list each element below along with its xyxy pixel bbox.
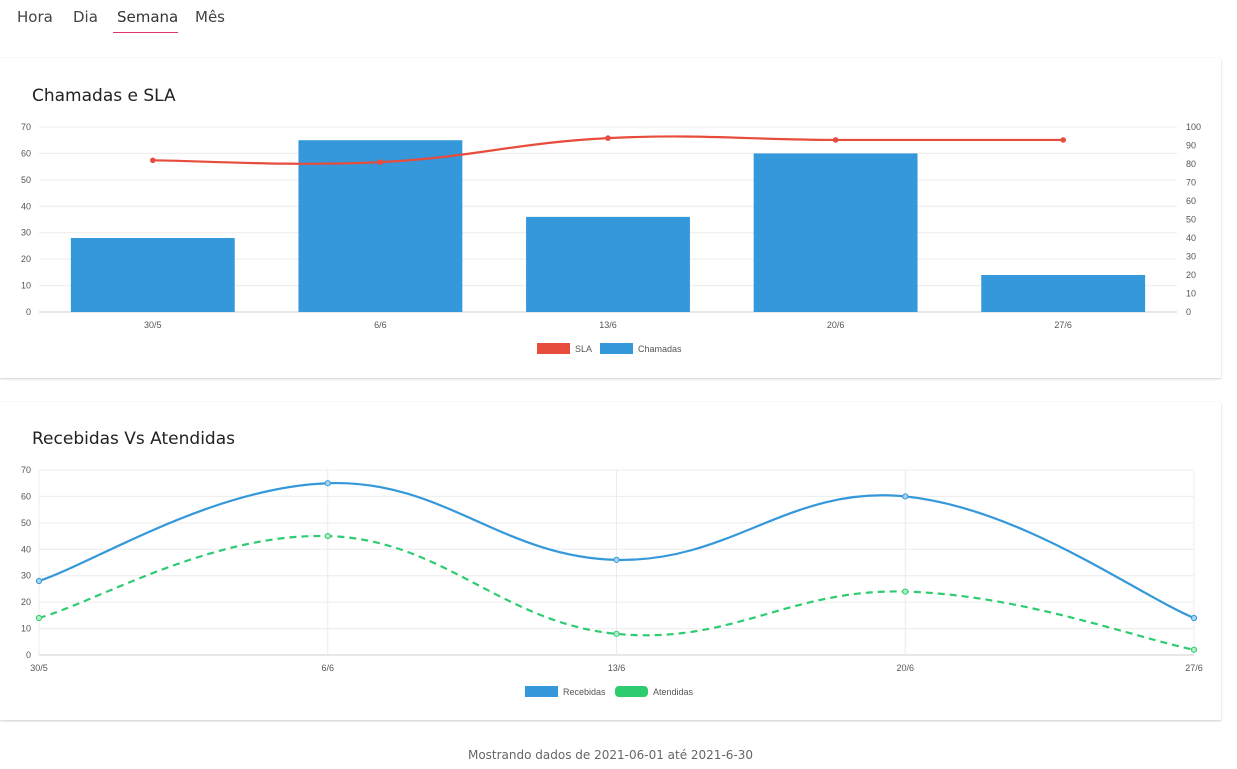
x-tick-label: 30/5 xyxy=(144,320,162,330)
date-range-footer: Mostrando dados de 2021-06-01 até 2021-6… xyxy=(467,748,754,762)
y-left-tick-label: 20 xyxy=(21,254,31,264)
x-tick-label: 30/5 xyxy=(30,663,48,673)
tab-mes[interactable]: Mês xyxy=(195,8,225,26)
sla-point xyxy=(1060,137,1066,143)
sla-point xyxy=(605,135,611,141)
legend-atendidas-swatch xyxy=(615,686,648,697)
y-left-tick-label: 30 xyxy=(21,228,31,238)
atendidas-point xyxy=(324,532,331,540)
legend-sla-label: SLA xyxy=(575,344,592,354)
x-tick-label: 20/6 xyxy=(827,320,845,330)
legend-chamadas-label: Chamadas xyxy=(638,344,682,354)
y-left-tick-label: 10 xyxy=(21,281,31,291)
bar-chamadas xyxy=(753,153,918,312)
recebidas-point xyxy=(35,577,43,585)
y-left-tick-label: 50 xyxy=(21,175,31,185)
x-tick-label: 6/6 xyxy=(321,663,334,673)
y-left-tick-label: 0 xyxy=(26,307,31,317)
y-right-tick-label: 90 xyxy=(1186,141,1196,151)
sla-point xyxy=(832,137,839,143)
active-tab-indicator xyxy=(113,32,178,33)
atendidas-point xyxy=(1190,646,1198,653)
x-tick-label: 6/6 xyxy=(374,320,387,330)
y-tick-label: 30 xyxy=(21,571,31,581)
legend-recebidas-swatch xyxy=(525,686,558,697)
y-tick-label: 40 xyxy=(21,544,31,554)
y-left-tick-label: 40 xyxy=(21,201,31,211)
sla-point xyxy=(377,159,384,165)
bar-chamadas xyxy=(981,275,1146,312)
bar-chamadas xyxy=(70,238,235,312)
atendidas-point xyxy=(613,630,620,637)
y-tick-label: 60 xyxy=(21,491,31,501)
x-tick-label: 27/6 xyxy=(1054,320,1072,330)
tab-dia[interactable]: Dia xyxy=(73,8,98,26)
recebidas-atendidas-card: Recebidas Vs Atendidas 0 10 20 30 40 50 60 70 30… xyxy=(0,402,1221,720)
legend-atendidas-label: Atendidas xyxy=(653,687,694,697)
y-tick-label: 70 xyxy=(21,465,31,475)
legend-sla-swatch xyxy=(537,343,570,354)
recebidas-atendidas-title: Recebidas Vs Atendidas xyxy=(32,429,235,449)
bar-chamadas xyxy=(298,140,463,312)
recebidas-point xyxy=(1190,614,1198,622)
y-left-tick-label: 70 xyxy=(21,122,31,132)
y-right-tick-label: 30 xyxy=(1186,252,1196,262)
y-right-tick-label: 70 xyxy=(1186,178,1196,188)
y-right-tick-label: 20 xyxy=(1186,270,1196,280)
period-tabs: Hora Dia Semana Mês xyxy=(0,0,400,40)
legend-recebidas-label: Recebidas xyxy=(563,687,606,697)
chamadas-sla-card: Chamadas e SLA 0 10 20 30 40 50 60 70 0 10 20 30 40 5… xyxy=(0,58,1221,378)
y-right-tick-label: 40 xyxy=(1186,233,1196,243)
x-tick-label: 13/6 xyxy=(599,320,617,330)
sla-point xyxy=(150,157,156,164)
chamadas-sla-title: Chamadas e SLA xyxy=(32,86,176,106)
recebidas-point xyxy=(613,556,620,563)
atendidas-point xyxy=(35,614,43,622)
y-right-tick-label: 50 xyxy=(1186,215,1196,225)
x-tick-label: 20/6 xyxy=(896,663,914,673)
x-tick-label: 13/6 xyxy=(608,663,626,673)
recebidas-atendidas-chart: 0 10 20 30 40 50 60 70 30/5 6/6 13/6 20/6 27/6 Recebi… xyxy=(21,465,1203,697)
y-tick-label: 0 xyxy=(26,650,31,660)
tab-hora[interactable]: Hora xyxy=(17,8,53,26)
bar-chamadas xyxy=(526,216,690,312)
y-right-tick-label: 10 xyxy=(1186,289,1196,299)
recebidas-point xyxy=(324,480,331,487)
y-tick-label: 10 xyxy=(21,624,31,634)
y-tick-label: 50 xyxy=(21,518,31,528)
y-right-tick-label: 100 xyxy=(1186,122,1201,132)
y-left-tick-label: 60 xyxy=(21,148,31,158)
chamadas-sla-chart: 0 10 20 30 40 50 60 70 0 10 20 30 40 50 60 70 80 90 100 30/… xyxy=(21,122,1201,354)
x-tick-label: 27/6 xyxy=(1185,663,1203,673)
recebidas-point xyxy=(902,493,909,500)
y-right-tick-label: 80 xyxy=(1186,159,1196,169)
legend-chamadas-swatch xyxy=(600,343,633,354)
atendidas-line xyxy=(38,534,1195,651)
y-right-tick-label: 0 xyxy=(1186,307,1191,317)
y-right-tick-label: 60 xyxy=(1186,196,1196,206)
atendidas-point xyxy=(902,588,909,595)
y-tick-label: 20 xyxy=(21,597,31,607)
tab-semana[interactable]: Semana xyxy=(117,8,179,26)
